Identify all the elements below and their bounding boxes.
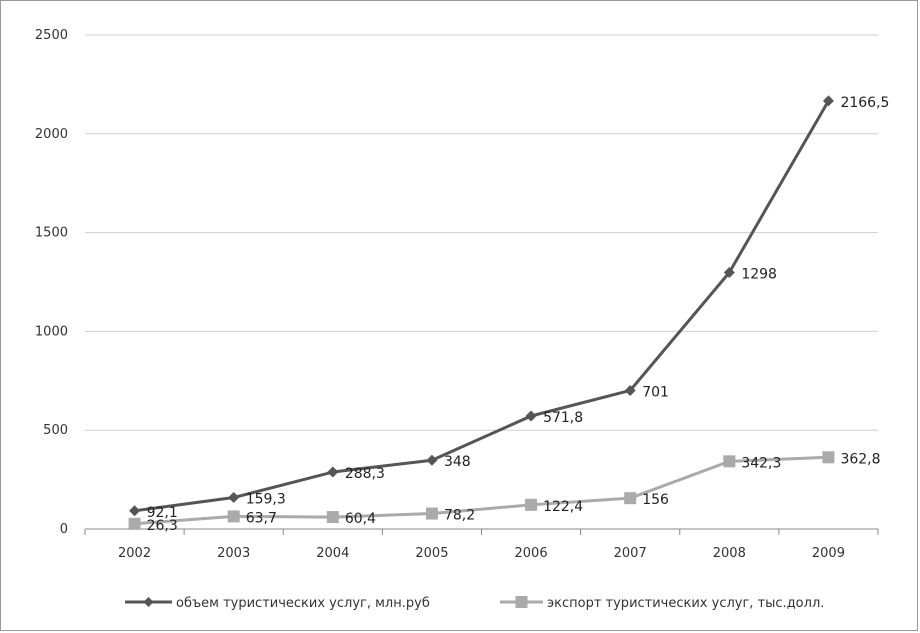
x-tick-label: 2005 (415, 546, 448, 561)
data-label: 60,4 (345, 511, 376, 527)
legend-label: объем туристических услуг, млн.руб (176, 596, 430, 611)
data-label: 1298 (741, 267, 777, 283)
data-point-square (822, 451, 835, 464)
x-tick-labels: 2002 2003 2004 2005 2006 2007 2008 2009 (118, 546, 845, 561)
data-label: 78,2 (444, 508, 475, 524)
data-label: 288,3 (345, 466, 385, 482)
data-label: 348 (444, 454, 471, 470)
data-point-square (425, 507, 438, 520)
data-label: 122,4 (543, 499, 583, 515)
data-label: 342,3 (741, 455, 781, 471)
data-point-square (128, 517, 141, 530)
y-tick-labels: 0 500 1000 1500 2000 2500 (35, 28, 68, 537)
data-label: 159,3 (246, 492, 286, 508)
y-tick-label: 2000 (35, 127, 68, 142)
data-label: 2166,5 (840, 95, 889, 111)
data-labels: 92,1 159,3 288,3 348 571,8 701 1298 2166,5 26,3 6… (147, 95, 890, 534)
series-line-1 (134, 100, 830, 513)
data-point-diamond (228, 492, 240, 504)
series-line-2 (134, 455, 829, 526)
data-label: 362,8 (840, 451, 880, 467)
series-group (128, 95, 835, 530)
data-label: 156 (642, 492, 669, 508)
data-point-diamond (723, 267, 735, 279)
legend-marker-diamond (143, 597, 154, 607)
data-point-square (525, 498, 538, 511)
x-tick-label: 2007 (614, 546, 647, 561)
data-point-diamond (129, 505, 141, 517)
x-tick-label: 2004 (316, 546, 349, 561)
data-point-square (326, 511, 339, 524)
y-tick-label: 1000 (35, 324, 68, 339)
data-point-square (227, 510, 240, 523)
data-label: 571,8 (543, 410, 583, 426)
x-tick-label: 2009 (812, 546, 845, 561)
x-tick-label: 2002 (118, 546, 151, 561)
data-point-diamond (426, 454, 438, 466)
data-point-diamond (525, 410, 537, 422)
data-point-diamond (822, 95, 834, 107)
x-tick-label: 2008 (713, 546, 746, 561)
data-label: 63,7 (246, 510, 277, 526)
legend: объем туристических услуг, млн.руб экспор… (125, 596, 824, 611)
data-point-square (723, 455, 736, 468)
x-tick-label: 2003 (217, 546, 250, 561)
axes (84, 528, 879, 535)
y-tick-label: 2500 (35, 28, 68, 43)
gridlines (85, 34, 878, 431)
data-label: 92,1 (147, 505, 178, 521)
legend-label: экспорт туристических услуг, тыс.долл. (547, 596, 824, 611)
data-label: 701 (642, 384, 669, 400)
data-point-square (624, 492, 637, 505)
data-point-diamond (624, 384, 636, 396)
y-tick-label: 0 (60, 522, 68, 537)
x-tick-label: 2006 (515, 546, 548, 561)
data-point-diamond (327, 466, 339, 478)
data-label: 26,3 (147, 518, 178, 534)
y-tick-label: 500 (43, 423, 68, 438)
y-tick-label: 1500 (35, 226, 68, 241)
legend-marker-square (515, 596, 528, 608)
